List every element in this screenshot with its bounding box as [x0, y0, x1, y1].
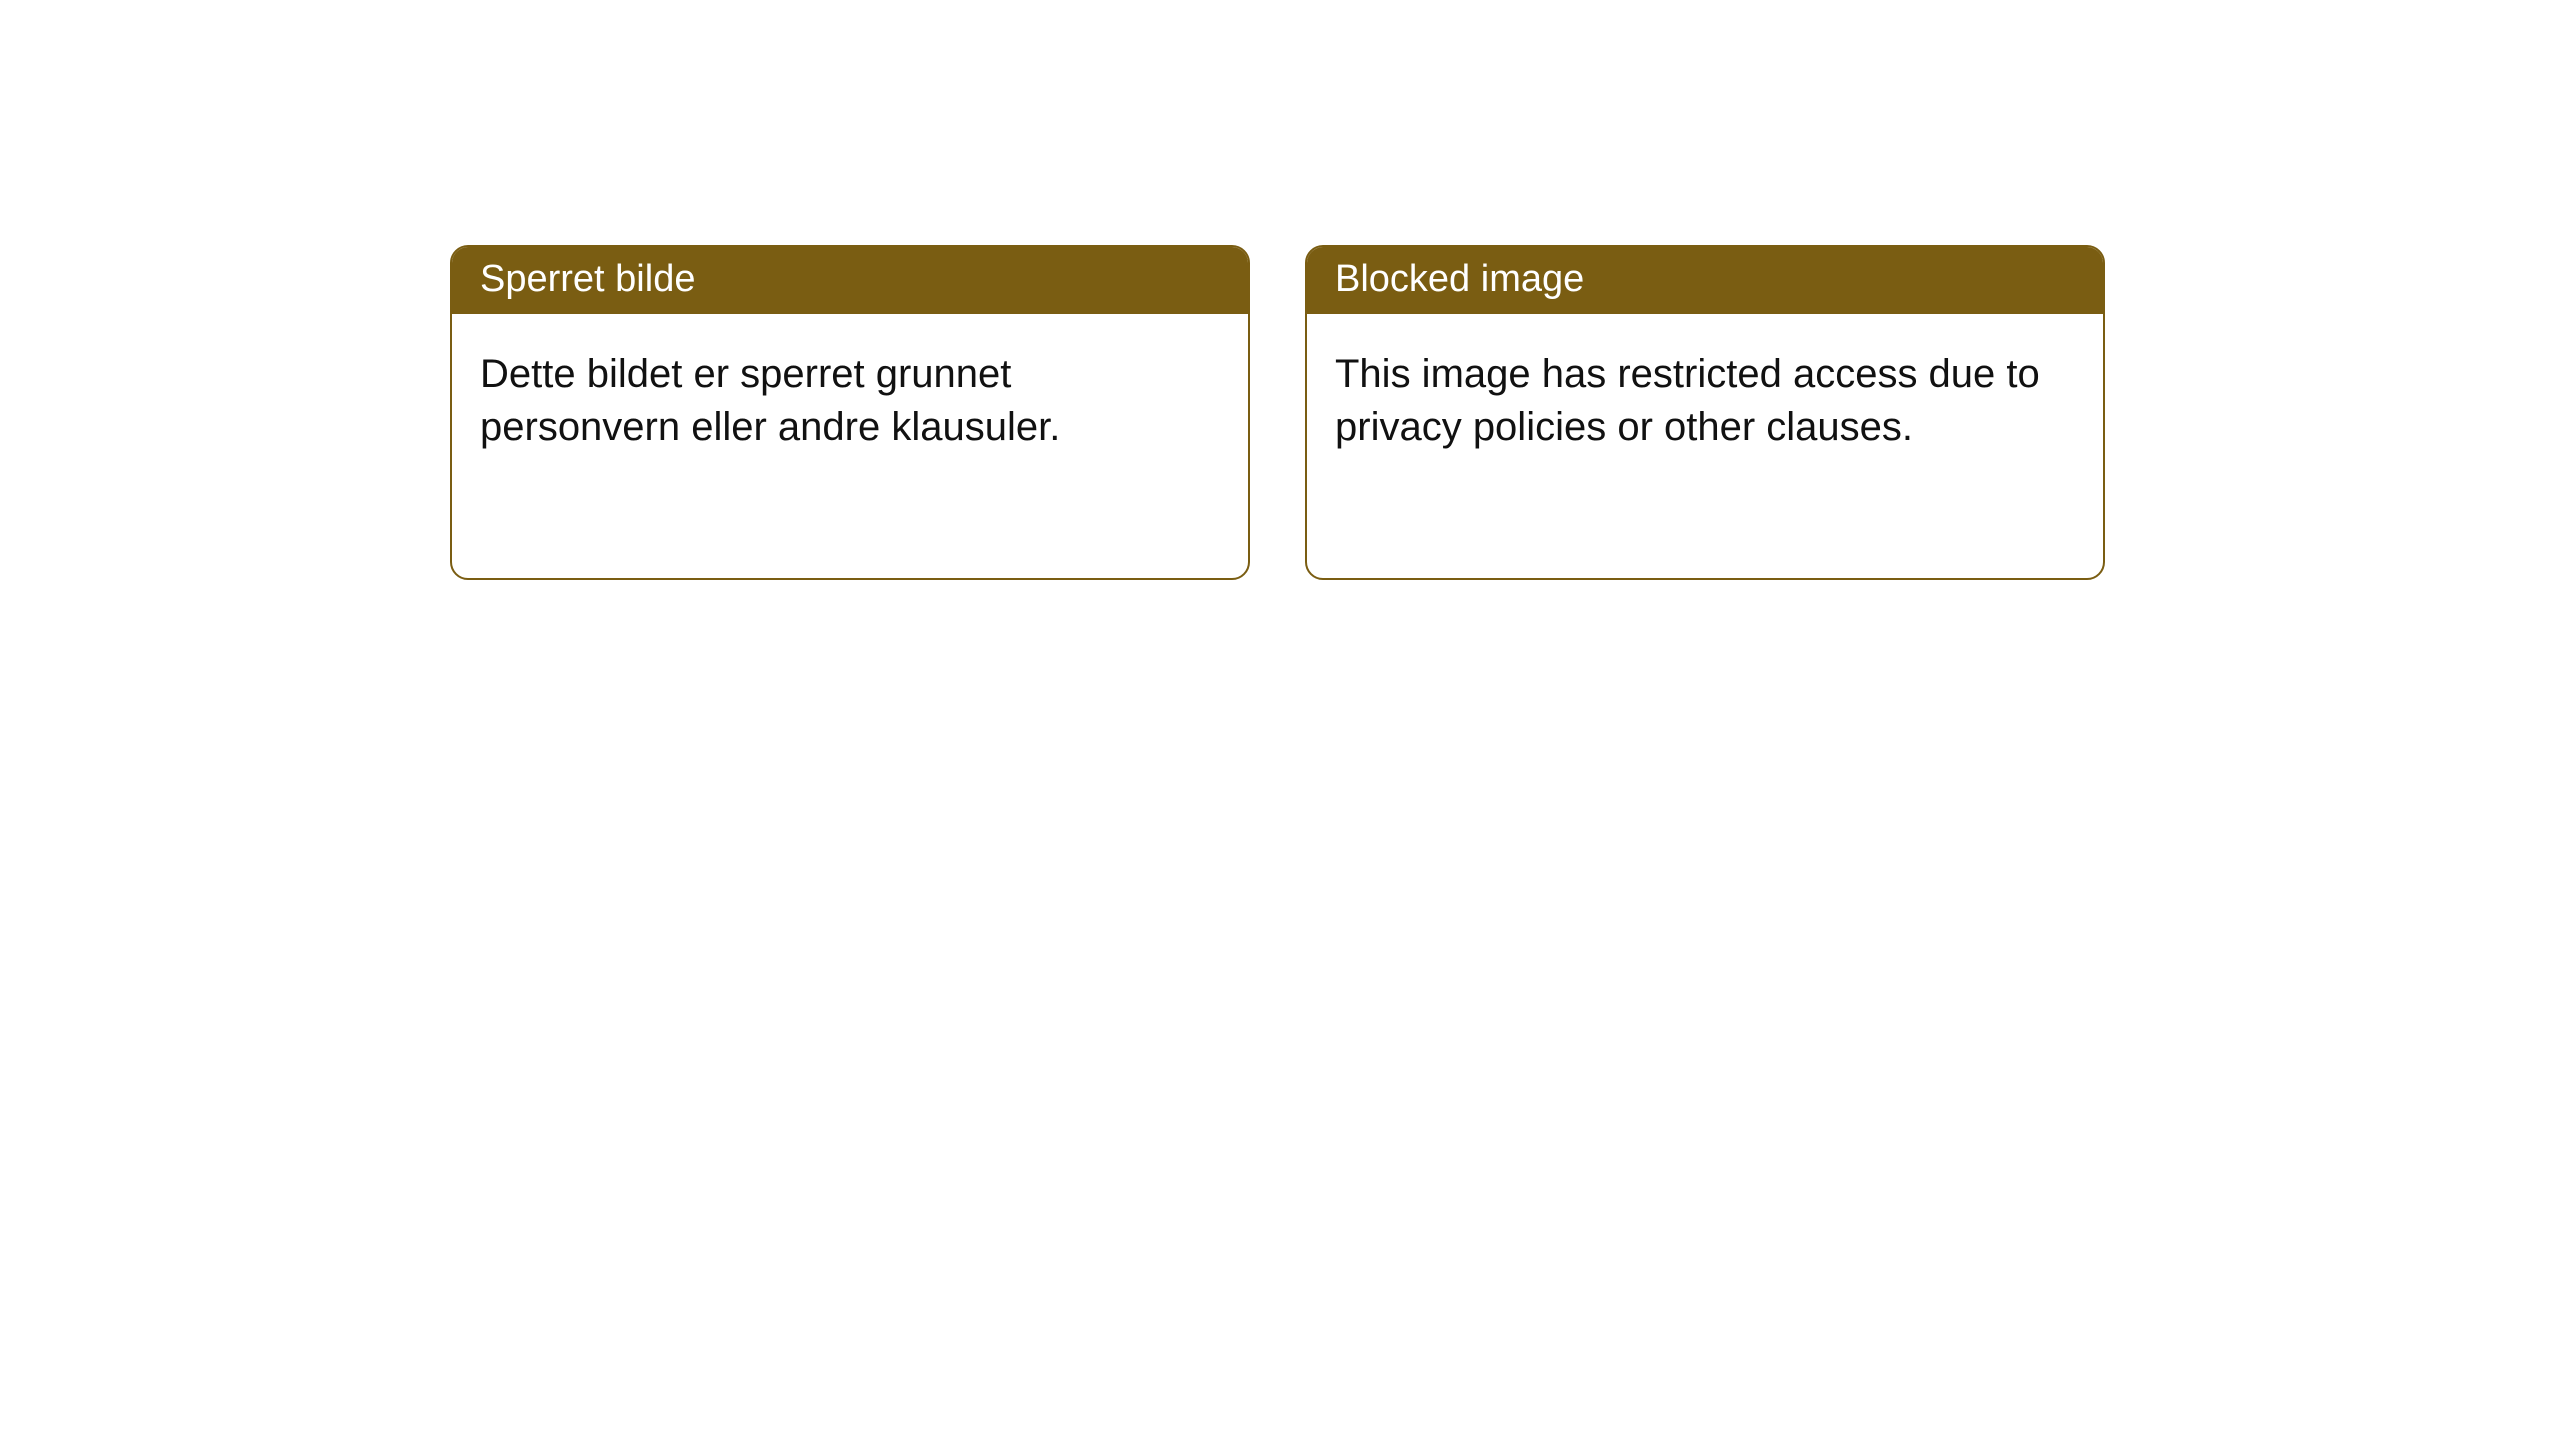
card-message-no: Dette bildet er sperret grunnet personve…: [452, 314, 1248, 488]
blocked-image-card-no: Sperret bilde Dette bildet er sperret gr…: [450, 245, 1250, 580]
blocked-image-card-en: Blocked image This image has restricted …: [1305, 245, 2105, 580]
card-title-en: Blocked image: [1307, 247, 2103, 314]
card-title-no: Sperret bilde: [452, 247, 1248, 314]
notice-card-row: Sperret bilde Dette bildet er sperret gr…: [0, 0, 2560, 580]
card-message-en: This image has restricted access due to …: [1307, 314, 2103, 488]
